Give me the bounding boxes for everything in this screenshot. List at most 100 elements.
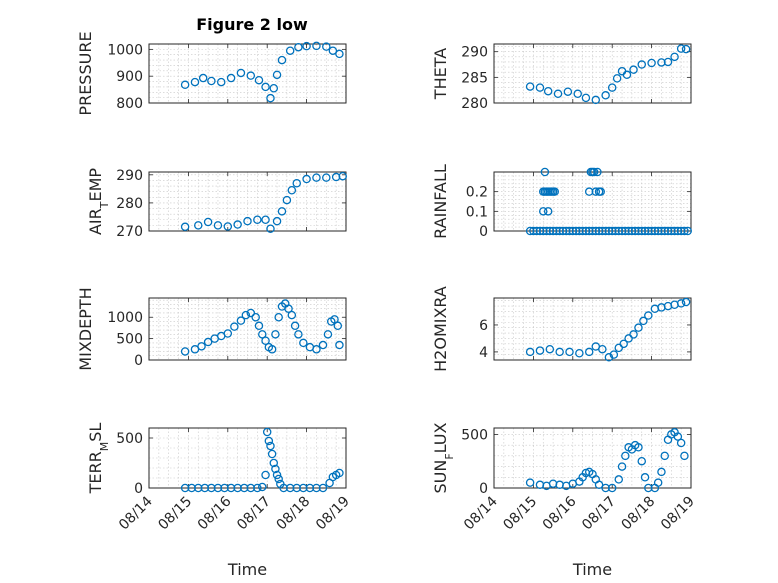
data-point bbox=[254, 321, 264, 331]
data-point bbox=[274, 474, 283, 484]
data-point bbox=[223, 329, 233, 338]
data-point bbox=[525, 82, 535, 91]
data-point bbox=[243, 216, 252, 226]
data-point bbox=[203, 217, 213, 227]
data-point bbox=[622, 70, 632, 80]
data-point bbox=[660, 451, 669, 461]
data-point bbox=[271, 464, 280, 474]
data-point bbox=[267, 449, 277, 459]
data-point bbox=[271, 330, 280, 339]
subplot-theta: 280 285 290 THETA bbox=[431, 43, 692, 112]
data-series bbox=[180, 41, 344, 103]
data-point bbox=[241, 310, 251, 320]
data-point bbox=[637, 60, 647, 69]
data-point bbox=[302, 174, 311, 184]
grid bbox=[493, 44, 692, 104]
data-point bbox=[629, 65, 638, 74]
data-point bbox=[258, 482, 267, 492]
data-point bbox=[197, 342, 206, 351]
y-tick-label: 500 bbox=[116, 431, 143, 447]
y-tick-label: 1000 bbox=[107, 310, 143, 326]
data-point bbox=[180, 222, 190, 232]
y-tick-label: 0 bbox=[479, 481, 488, 497]
y-tick-label: 285 bbox=[461, 70, 488, 86]
x-tick-label: 08/14 bbox=[461, 493, 501, 533]
data-point bbox=[223, 222, 233, 231]
data-point bbox=[264, 436, 274, 446]
y-axis-label: TERRMSL bbox=[86, 423, 111, 495]
data-point bbox=[663, 435, 673, 445]
y-tick-label: 0.1 bbox=[466, 204, 488, 220]
data-point bbox=[640, 473, 650, 482]
data-point bbox=[292, 178, 301, 188]
data-point bbox=[639, 316, 648, 326]
data-point bbox=[663, 57, 673, 67]
data-point bbox=[294, 330, 303, 339]
axes-box bbox=[493, 43, 692, 104]
data-point bbox=[617, 462, 627, 471]
data-point bbox=[637, 456, 647, 466]
subplot-sun-flux: 0 500 08/14 08/15 08/16 08/17 08/18 08/19 SUNFLU… bbox=[431, 422, 698, 579]
data-point bbox=[525, 478, 535, 487]
data-point bbox=[261, 336, 270, 346]
data-point bbox=[216, 77, 226, 87]
y-tick-label: 900 bbox=[116, 69, 143, 85]
data-point bbox=[230, 322, 239, 331]
data-point bbox=[254, 75, 264, 85]
x-tick-label: 08/15 bbox=[500, 494, 540, 534]
subplot-mixdepth: 0 500 1000 MIXDEPTH bbox=[76, 287, 347, 371]
data-point bbox=[619, 339, 628, 349]
y-tick-label: 290 bbox=[461, 45, 488, 61]
data-point bbox=[285, 46, 295, 55]
data-point bbox=[525, 347, 535, 357]
data-point bbox=[539, 207, 548, 216]
y-axis-label: H2OMIXRA bbox=[431, 286, 450, 372]
data-point bbox=[302, 41, 311, 51]
data-series bbox=[525, 428, 689, 493]
data-point bbox=[262, 427, 272, 437]
data-point bbox=[563, 87, 573, 96]
data-point bbox=[180, 347, 190, 356]
y-tick-label: 0 bbox=[134, 481, 143, 497]
data-point bbox=[680, 226, 689, 236]
data-point bbox=[545, 344, 555, 354]
data-series bbox=[180, 299, 344, 356]
data-point bbox=[198, 73, 208, 83]
data-point bbox=[335, 49, 344, 59]
y-tick-label: 0.2 bbox=[466, 185, 488, 201]
y-tick-label: 1000 bbox=[107, 42, 143, 58]
data-point bbox=[261, 215, 270, 225]
y-tick-label: 500 bbox=[116, 332, 143, 348]
subplot-pressure: 800 900 1000 PRESSURE bbox=[76, 31, 347, 116]
data-point bbox=[657, 467, 666, 477]
x-axis-label: Time bbox=[572, 560, 612, 579]
data-point bbox=[535, 83, 545, 92]
data-point bbox=[323, 330, 333, 339]
data-point bbox=[312, 345, 321, 354]
data-point bbox=[322, 42, 331, 51]
data-point bbox=[680, 451, 689, 461]
data-point bbox=[609, 350, 619, 359]
data-point bbox=[596, 187, 605, 196]
data-point bbox=[274, 312, 283, 322]
data-series bbox=[180, 171, 347, 234]
data-point bbox=[335, 340, 344, 350]
data-point bbox=[251, 312, 260, 322]
y-tick-label: 800 bbox=[116, 96, 143, 112]
data-point bbox=[555, 347, 564, 357]
x-tick-label: 08/18 bbox=[619, 494, 659, 534]
data-point bbox=[328, 46, 338, 55]
data-point bbox=[272, 216, 282, 226]
data-point bbox=[333, 321, 343, 331]
y-tick-label: 500 bbox=[461, 427, 488, 443]
data-point bbox=[312, 173, 321, 182]
data-point bbox=[322, 173, 331, 182]
data-point bbox=[683, 226, 692, 236]
y-tick-label: 4 bbox=[479, 345, 488, 361]
data-point bbox=[318, 483, 328, 493]
data-point bbox=[543, 86, 553, 96]
data-point bbox=[614, 475, 624, 484]
data-point bbox=[246, 71, 256, 80]
x-tick-label: 08/16 bbox=[540, 493, 580, 533]
data-point bbox=[681, 297, 691, 307]
